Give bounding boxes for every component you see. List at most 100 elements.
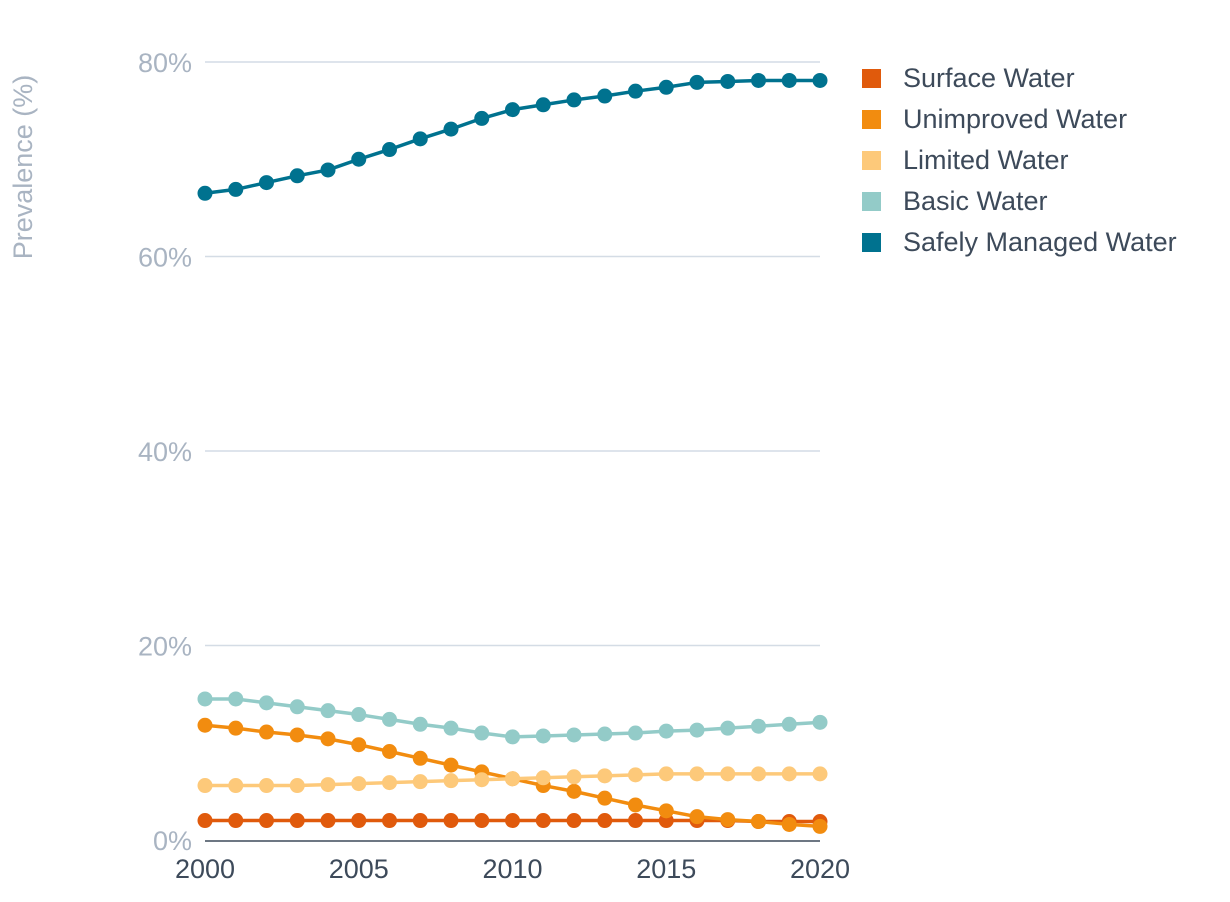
data-point [689, 722, 705, 738]
data-point [505, 771, 520, 787]
data-point [289, 778, 305, 794]
legend-item-unimproved-water[interactable]: Unimproved Water [862, 104, 1127, 134]
data-point [228, 691, 244, 707]
data-point [505, 102, 520, 118]
legend-label: Basic Water [903, 186, 1048, 216]
data-point [474, 813, 490, 829]
legend[interactable]: Surface Water Unimproved Water Limited Wat… [862, 63, 1177, 257]
data-point [505, 813, 520, 829]
data-point [566, 769, 582, 785]
data-point [597, 88, 613, 104]
series-group [197, 72, 828, 834]
x-axis-ticks: 2000 2005 2010 2015 2020 [175, 854, 850, 884]
data-point [228, 813, 244, 829]
data-point [720, 766, 736, 782]
data-point [412, 774, 428, 790]
data-point [443, 720, 459, 736]
data-point [474, 772, 490, 788]
data-point [720, 812, 736, 828]
data-point [382, 142, 397, 158]
data-point [259, 724, 274, 740]
data-point [351, 813, 367, 829]
data-point [751, 766, 766, 782]
legend-label: Limited Water [903, 145, 1069, 175]
data-point [505, 729, 520, 745]
legend-swatch [862, 69, 881, 88]
data-point [443, 813, 459, 829]
data-point [720, 73, 736, 89]
legend-swatch [862, 151, 881, 170]
data-point [689, 74, 705, 90]
data-point [566, 783, 582, 799]
data-point [689, 766, 705, 782]
data-point [781, 72, 797, 88]
data-point [197, 813, 213, 829]
data-point [566, 813, 582, 829]
data-point [535, 97, 551, 113]
data-point [658, 79, 674, 95]
data-point [197, 778, 213, 794]
data-point [535, 813, 551, 829]
data-point [382, 813, 397, 829]
data-point [351, 707, 367, 723]
data-point [412, 716, 428, 732]
data-point [781, 766, 797, 782]
data-point [535, 770, 551, 786]
data-point [412, 813, 428, 829]
legend-item-limited-water[interactable]: Limited Water [862, 145, 1069, 175]
data-point [228, 720, 244, 736]
legend-swatch [862, 110, 881, 129]
data-point [597, 768, 613, 784]
data-point [382, 711, 397, 727]
legend-label: Safely Managed Water [903, 227, 1177, 257]
data-point [751, 718, 766, 734]
x-tick-label: 2005 [329, 854, 389, 884]
data-point [597, 726, 613, 742]
legend-item-surface-water[interactable]: Surface Water [862, 63, 1075, 93]
legend-label: Unimproved Water [903, 104, 1127, 134]
data-point [628, 725, 643, 741]
data-point [689, 809, 705, 825]
data-point [812, 818, 828, 834]
y-tick-label: 80% [138, 48, 192, 78]
series-safely-managed-water [197, 72, 828, 201]
y-tick-label: 0% [153, 826, 192, 856]
y-axis-label: Prevalence (%) [8, 75, 38, 260]
data-point [628, 813, 643, 829]
data-point [197, 691, 213, 707]
legend-item-basic-water[interactable]: Basic Water [862, 186, 1048, 216]
data-point [289, 168, 305, 184]
x-tick-label: 2010 [482, 854, 542, 884]
data-point [382, 744, 397, 760]
data-point [443, 773, 459, 789]
data-point [289, 727, 305, 743]
data-point [474, 725, 490, 741]
data-point [320, 162, 336, 178]
data-point [628, 797, 643, 813]
data-point [259, 175, 274, 191]
y-tick-label: 40% [138, 437, 192, 467]
data-point [259, 695, 274, 711]
data-point [197, 717, 213, 733]
gridlines [205, 61, 820, 647]
legend-item-safely-managed-water[interactable]: Safely Managed Water [862, 227, 1177, 257]
data-point [597, 813, 613, 829]
data-point [382, 775, 397, 791]
series-basic-water [197, 691, 828, 745]
x-tick-label: 2000 [175, 854, 235, 884]
data-point [628, 83, 643, 99]
data-point [658, 803, 674, 819]
data-point [320, 703, 336, 719]
data-point [351, 776, 367, 792]
data-point [658, 723, 674, 739]
data-point [259, 813, 274, 829]
data-point [566, 727, 582, 743]
legend-swatch [862, 233, 881, 252]
data-point [289, 699, 305, 715]
x-tick-label: 2020 [790, 854, 850, 884]
data-point [259, 778, 274, 794]
data-point [320, 731, 336, 747]
data-point [812, 714, 828, 730]
data-point [751, 814, 766, 830]
